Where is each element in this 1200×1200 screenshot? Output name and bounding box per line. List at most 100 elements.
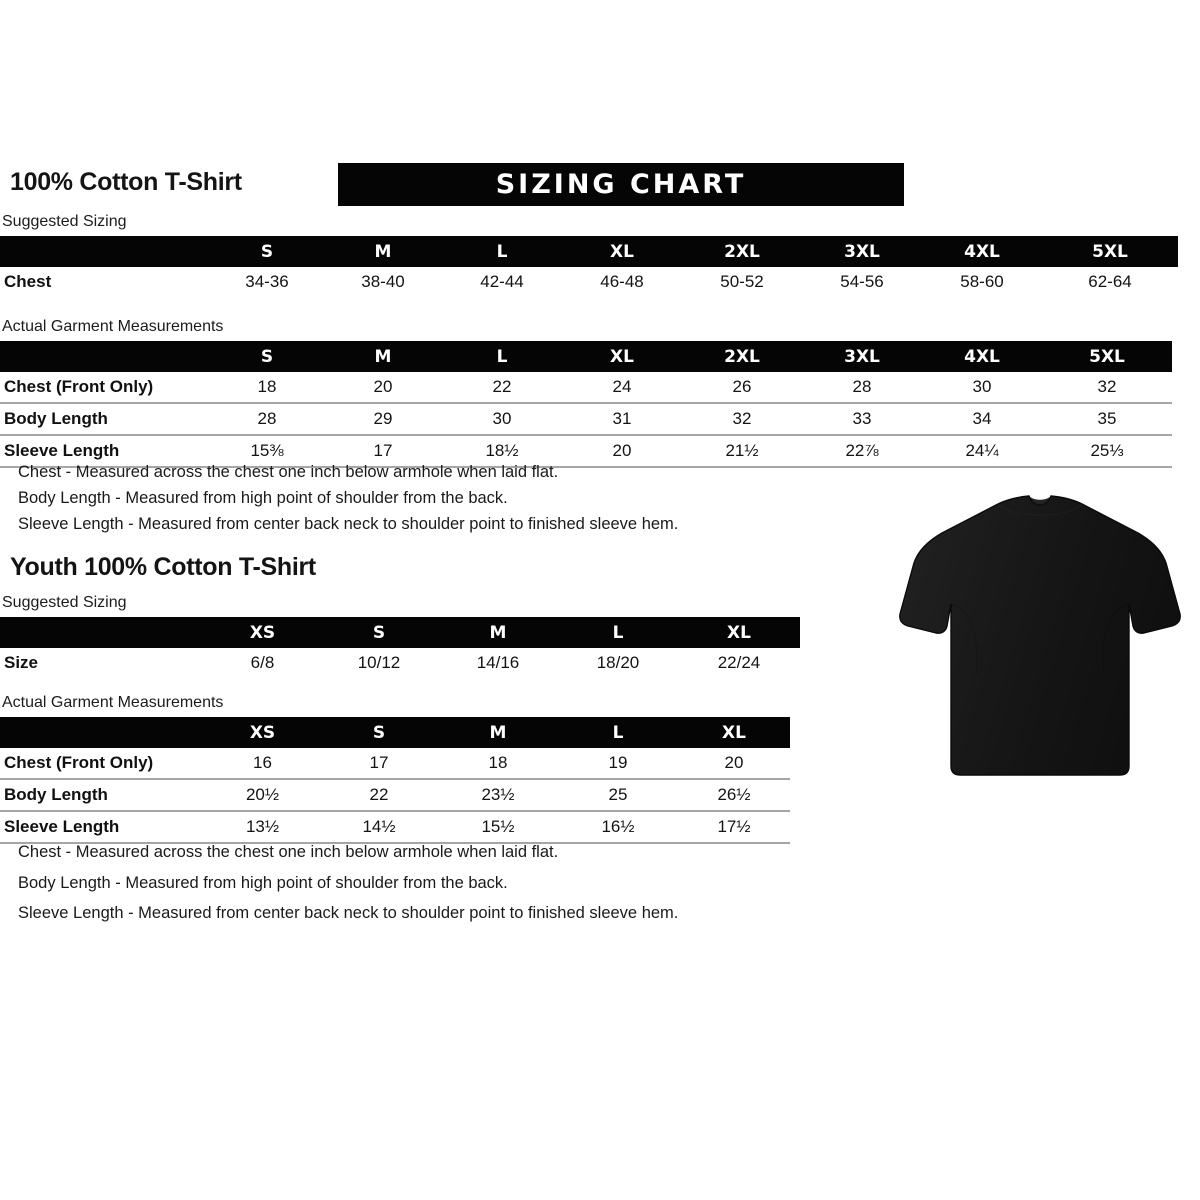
table-cell: 6/8 [250,653,275,672]
table-cell: 58-60 [960,272,1004,291]
table-cell: 33 [802,402,922,435]
table-cell: 30 [442,402,562,435]
table-row: Body Length 28 29 30 31 32 33 34 35 [0,402,1172,435]
column-header: S [372,722,386,743]
adult-note-body-length: Body Length - Measured from high point o… [18,489,508,507]
table-cell: 17½ [678,810,790,844]
adult-suggested-sizing-table: S M L XL 2XL 3XL 4XL 5XL Chest 34-36 38-… [0,236,1178,297]
table-cell: 35 [1042,402,1172,435]
table-cell: 15⅜ [210,434,324,468]
table-cell: 23½ [438,778,558,811]
youth-section-title: Youth 100% Cotton T-Shirt [10,553,316,581]
table-cell: 20 [724,753,744,772]
t-shirt-illustration [890,475,1190,805]
table-cell: 50-52 [720,272,764,291]
table-cell: 14/16 [476,653,520,672]
column-header: S [260,346,274,367]
table-cell: 42-44 [480,272,524,291]
row-label: Chest (Front Only) [4,377,154,396]
table-cell: 29 [324,402,442,435]
column-header: 5XL [1089,346,1125,367]
column-header: L [496,346,508,367]
table-cell: 54-56 [840,272,884,291]
column-header: XL [610,241,634,262]
table-cell: 10/12 [357,653,401,672]
column-header: M [374,241,392,262]
adult-garment-measurements-label: Actual Garment Measurements [2,318,224,335]
table-cell: 22⅞ [802,434,922,468]
table-cell: 18/20 [596,653,640,672]
table-cell: 22 [320,778,438,811]
column-header [0,617,205,648]
row-label: Sleeve Length [0,810,205,844]
column-header: S [372,622,386,643]
column-header: S [260,241,274,262]
table-row: Chest (Front Only) 18 20 22 24 26 28 30 … [0,372,1172,403]
adult-garment-measurements-table: S M L XL 2XL 3XL 4XL 5XL Chest (Front On… [0,341,1172,468]
table-cell: 26 [732,377,752,396]
table-header-row: S M L XL 2XL 3XL 4XL 5XL [0,341,1172,372]
row-label: Chest (Front Only) [4,753,154,772]
adult-suggested-sizing-label: Suggested Sizing [2,213,127,230]
youth-note-body-length: Body Length - Measured from high point o… [18,874,508,892]
table-cell: 32 [682,402,802,435]
column-header [0,341,210,372]
table-row: Sleeve Length 13½ 14½ 15½ 16½ 17½ [0,810,790,844]
table-header-row: XS S M L XL [0,717,790,748]
row-label: Chest [4,272,52,291]
row-label: Body Length [0,402,210,435]
table-cell: 20 [562,434,682,468]
table-cell: 19 [608,753,628,772]
column-header: M [489,722,507,743]
table-row: Chest (Front Only) 16 17 18 19 20 [0,748,790,779]
t-shirt-body-shape [899,495,1181,776]
youth-suggested-sizing-table: XS S M L XL Size 6/8 10/12 14/16 18/20 2… [0,617,800,678]
table-cell: 17 [324,434,442,468]
row-label: Sleeve Length [0,434,210,468]
table-row: Body Length 20½ 22 23½ 25 26½ [0,778,790,811]
youth-garment-measurements-label: Actual Garment Measurements [2,694,224,711]
table-cell: 34 [922,402,1042,435]
table-cell: 28 [852,377,872,396]
column-header: L [496,241,508,262]
table-cell: 46-48 [600,272,644,291]
youth-note-sleeve-length: Sleeve Length - Measured from center bac… [18,904,679,922]
table-cell: 16 [253,753,272,772]
table-cell: 20 [373,377,393,396]
column-header: L [612,722,624,743]
table-cell: 22 [492,377,512,396]
column-header: 3XL [844,346,880,367]
table-cell: 18½ [442,434,562,468]
adult-note-sleeve-length: Sleeve Length - Measured from center bac… [18,515,679,533]
table-cell: 34-36 [245,272,289,291]
table-cell: 32 [1097,377,1117,396]
column-header: XS [249,722,276,743]
table-cell: 13½ [205,810,320,844]
table-cell: 21½ [682,434,802,468]
column-header: XS [249,622,276,643]
table-cell: 18 [488,753,508,772]
column-header: 3XL [844,241,880,262]
table-cell: 24¼ [922,434,1042,468]
row-label: Size [4,653,39,672]
table-cell: 22/24 [717,653,761,672]
table-cell: 25 [558,778,678,811]
column-header [0,236,210,267]
column-header: XL [610,346,634,367]
table-row: Sleeve Length 15⅜ 17 18½ 20 21½ 22⅞ 24¼ … [0,434,1172,468]
adult-section-title: 100% Cotton T-Shirt [10,168,242,196]
column-header: M [489,622,507,643]
column-header: XL [722,722,746,743]
table-cell: 38-40 [361,272,405,291]
table-cell: 18 [257,377,277,396]
table-cell: 16½ [558,810,678,844]
table-row: Size 6/8 10/12 14/16 18/20 22/24 [0,648,800,678]
table-cell: 20½ [205,778,320,811]
column-header: 4XL [964,241,1000,262]
youth-suggested-sizing-label: Suggested Sizing [2,594,127,611]
table-header-row: S M L XL 2XL 3XL 4XL 5XL [0,236,1178,267]
adult-note-chest: Chest - Measured across the chest one in… [18,463,559,481]
table-row: Chest 34-36 38-40 42-44 46-48 50-52 54-5… [0,267,1178,297]
table-cell: 14½ [320,810,438,844]
